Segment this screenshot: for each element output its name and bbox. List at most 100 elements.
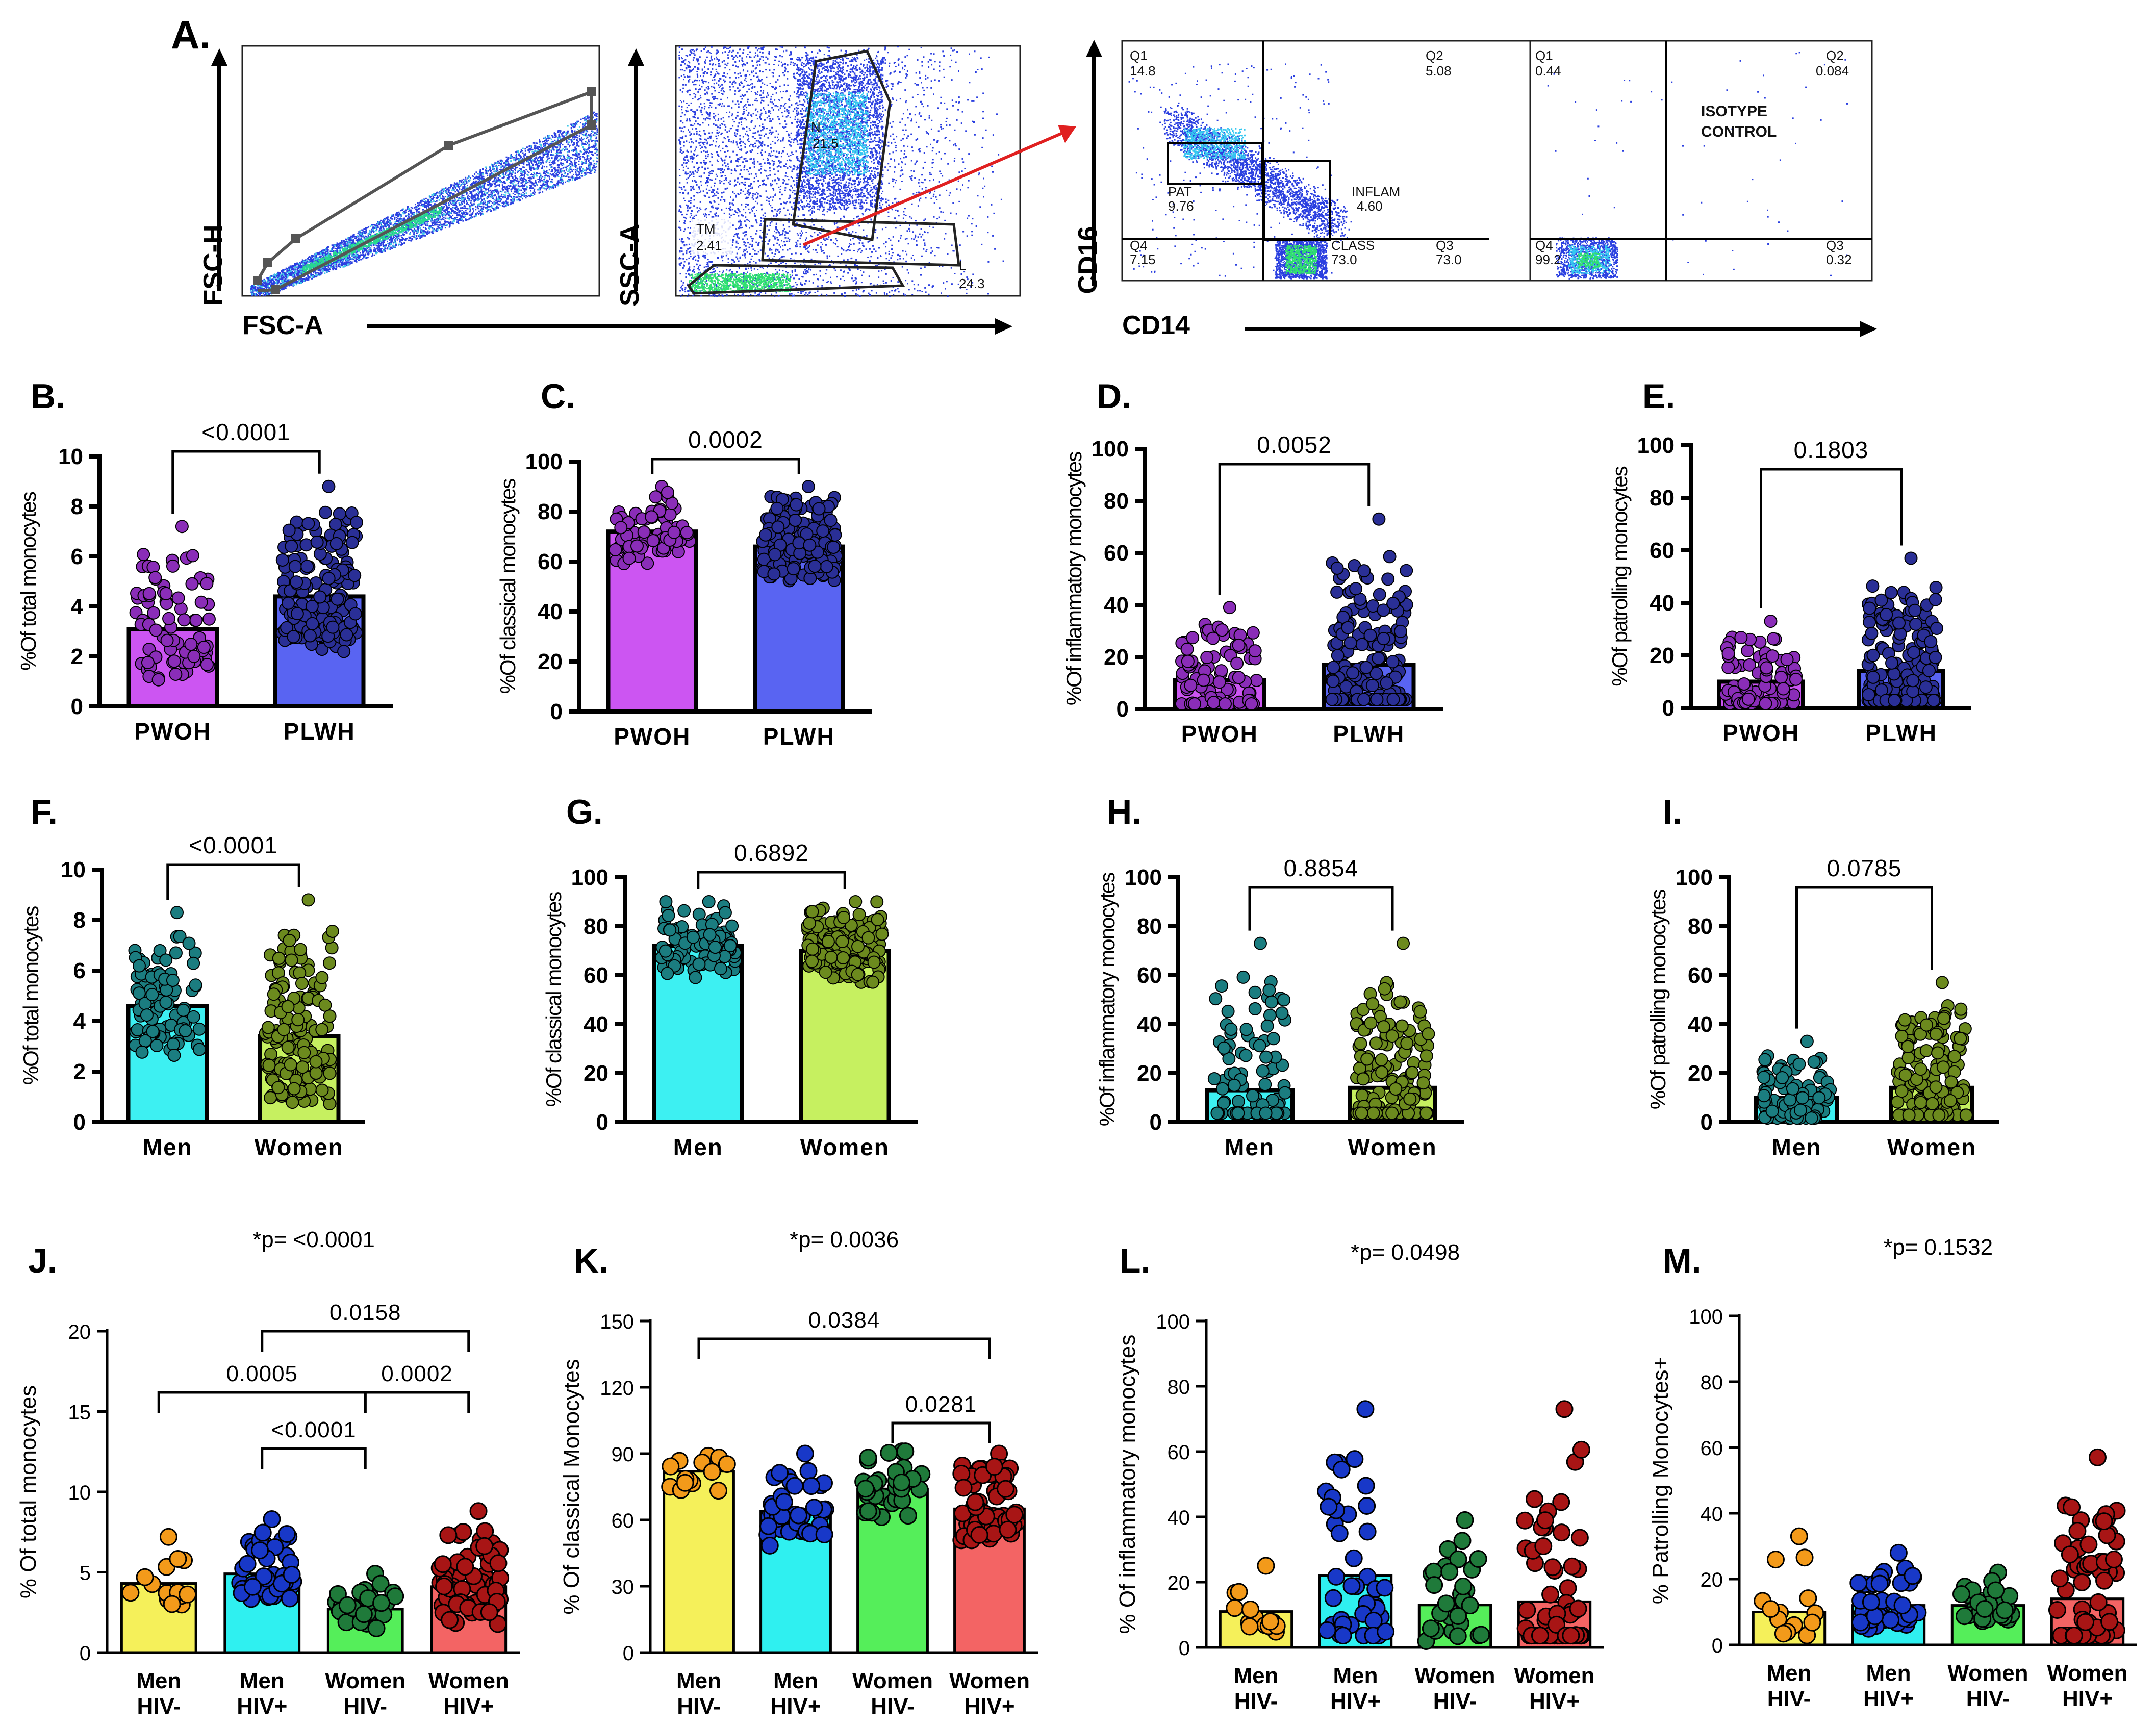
data-point xyxy=(1215,979,1229,993)
data-point xyxy=(718,906,732,920)
chart-panel-i: I. 0 20 40 60 80 100%Of patrolling monocytes Me… xyxy=(1646,793,1999,1160)
dot-series xyxy=(1516,1400,1591,1645)
cd-gate-label: 9.76 xyxy=(1168,198,1194,214)
data-point xyxy=(985,1458,1003,1476)
data-point xyxy=(1377,1020,1390,1034)
data-point xyxy=(1765,1104,1779,1118)
data-point xyxy=(186,549,199,563)
iso-gate-label: 99.2 xyxy=(1535,252,1561,267)
data-point xyxy=(350,516,364,529)
data-point xyxy=(1380,676,1393,690)
fsc-gate-node xyxy=(253,276,262,285)
data-point xyxy=(1363,628,1377,642)
data-point xyxy=(184,638,198,651)
data-point xyxy=(867,955,881,969)
data-point xyxy=(1812,1091,1826,1105)
data-point xyxy=(709,1482,728,1500)
data-point xyxy=(1330,1524,1349,1542)
dot-series xyxy=(327,1565,404,1637)
data-point xyxy=(771,1464,789,1482)
dot-series xyxy=(128,906,206,1062)
data-point xyxy=(1936,1060,1950,1074)
y-tick-label: 60 xyxy=(1168,1441,1190,1464)
panel-letter: G. xyxy=(566,793,603,831)
iso-gate-label: Q2 xyxy=(1826,48,1844,63)
data-point xyxy=(1419,1106,1433,1120)
data-point xyxy=(1369,1036,1383,1050)
y-tick-label: 40 xyxy=(1137,1012,1162,1037)
data-point xyxy=(1543,1558,1562,1577)
data-point xyxy=(1541,1585,1560,1604)
data-point xyxy=(1472,1626,1490,1644)
x-tick-label: HIV- xyxy=(137,1694,181,1719)
y-axis-label: %Of patrolling monocytes xyxy=(1608,466,1632,687)
data-point xyxy=(1357,564,1371,578)
data-point xyxy=(835,935,849,949)
data-point xyxy=(1805,1111,1818,1125)
cd-gate-label: 73.0 xyxy=(1331,252,1357,267)
data-point xyxy=(1866,579,1880,593)
data-point xyxy=(1914,1062,1927,1076)
x-tick-label: HIV+ xyxy=(2062,1686,2113,1711)
data-point xyxy=(676,1474,694,1492)
fsc-gate-node xyxy=(587,87,596,96)
data-point xyxy=(1253,936,1267,950)
data-point xyxy=(1342,1577,1361,1595)
cd-gate-inflam xyxy=(1263,160,1331,241)
data-point xyxy=(150,1038,164,1052)
data-point xyxy=(1403,1092,1417,1106)
data-point xyxy=(1358,1567,1377,1586)
data-point xyxy=(1236,970,1250,984)
data-point xyxy=(1377,632,1390,646)
data-point xyxy=(148,571,162,585)
data-point xyxy=(1777,682,1790,696)
data-point xyxy=(315,1023,329,1036)
data-point xyxy=(997,1480,1015,1498)
data-point xyxy=(480,1603,498,1621)
x-tick-label: HIV- xyxy=(1966,1686,2010,1711)
data-point xyxy=(1366,997,1380,1011)
data-point xyxy=(202,612,216,626)
ssc-a-label: SSC-A xyxy=(615,224,645,307)
data-point xyxy=(1260,1019,1274,1033)
data-point xyxy=(1959,1108,1973,1122)
x-tick-label: Women xyxy=(800,1134,890,1160)
iso-gate-label: 0.44 xyxy=(1535,63,1561,79)
data-point xyxy=(1904,551,1918,565)
data-point xyxy=(1261,1612,1279,1631)
comparison-bracket xyxy=(166,863,300,900)
data-point xyxy=(1248,1002,1262,1015)
data-point xyxy=(372,1594,391,1612)
data-point xyxy=(1789,672,1803,686)
data-point xyxy=(159,996,173,1009)
x-tick-label: PWOH xyxy=(1181,721,1258,747)
chart-title: *p= 0.0498 xyxy=(1351,1240,1460,1265)
data-point xyxy=(297,1046,311,1059)
data-point xyxy=(253,1523,272,1542)
y-tick-label: 0 xyxy=(80,1642,91,1665)
data-point xyxy=(1932,1108,1946,1122)
data-point xyxy=(1518,1601,1536,1619)
dot-series xyxy=(259,893,339,1110)
y-tick-label: 20 xyxy=(1137,1061,1162,1086)
chart-title: *p= <0.0001 xyxy=(252,1227,375,1252)
data-point xyxy=(489,1554,508,1572)
x-tick-label: HIV- xyxy=(1433,1689,1477,1714)
data-point xyxy=(2061,1545,2079,1564)
data-point xyxy=(1795,1548,1814,1567)
data-point xyxy=(329,537,343,550)
x-tick-label: PLWH xyxy=(1865,720,1937,746)
comparison-p-value: 0.0281 xyxy=(905,1392,977,1417)
data-point xyxy=(1930,622,1944,636)
data-point xyxy=(1925,1097,1939,1110)
cd-gate-label: CLASS xyxy=(1331,238,1375,253)
data-point xyxy=(1887,667,1901,681)
data-point xyxy=(1863,601,1876,615)
data-point xyxy=(1422,1619,1440,1638)
data-point xyxy=(725,919,739,933)
data-point xyxy=(475,1537,494,1555)
y-tick-label: 0 xyxy=(1662,696,1675,721)
y-tick-label: 100 xyxy=(1689,1306,1723,1328)
y-tick-label: 60 xyxy=(612,1510,635,1532)
y-tick-label: 100 xyxy=(1092,437,1129,462)
